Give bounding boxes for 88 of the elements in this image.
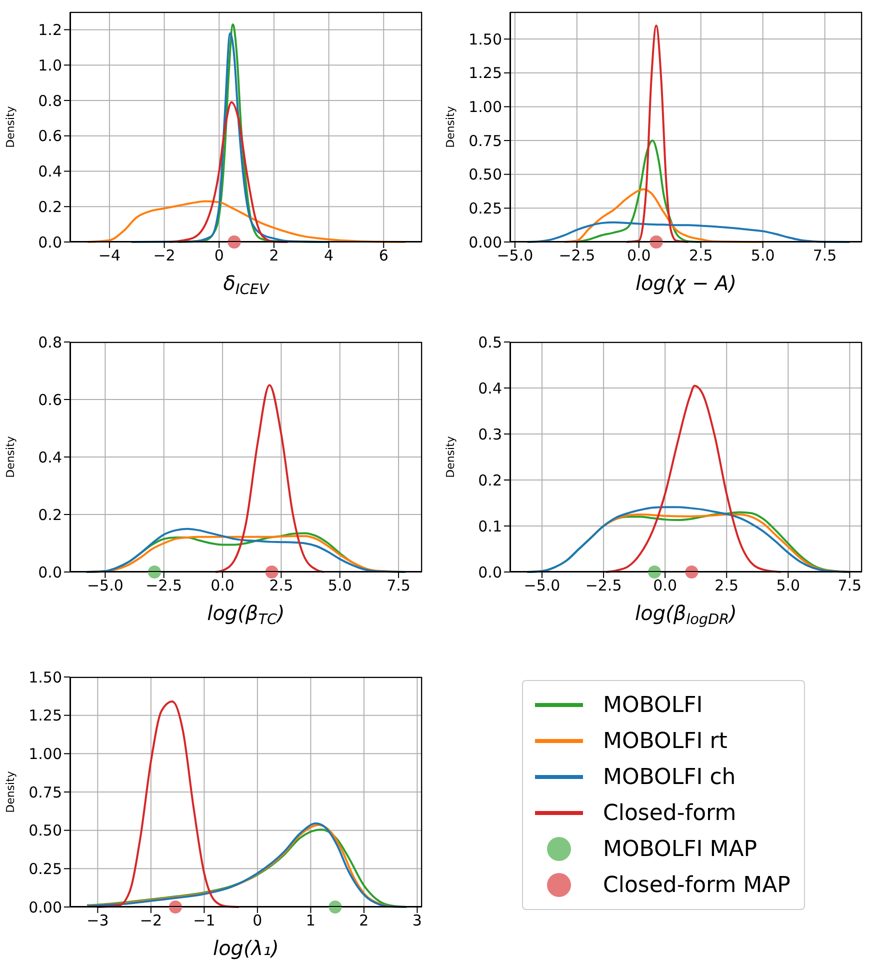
- x-tick-label: 2: [359, 912, 369, 930]
- x-tick-label: −5.0: [524, 576, 560, 595]
- line-series: [626, 24, 690, 243]
- line-series: [526, 221, 851, 243]
- y-tick-label: 1.50: [468, 30, 502, 48]
- y-tick-label: 1.00: [468, 98, 502, 116]
- y-tick-label: 1.25: [28, 706, 62, 725]
- y-axis-title: Density: [4, 770, 17, 813]
- line-series: [605, 384, 782, 573]
- line-series: [86, 200, 407, 243]
- y-tick-label: 0.25: [468, 200, 502, 218]
- y-tick-label: 0.4: [38, 448, 62, 466]
- line-series: [576, 140, 702, 243]
- y-tick-label: 0.50: [28, 822, 62, 840]
- y-tick-label: 0.3: [478, 425, 502, 444]
- legend-label: MOBOLFI rt: [603, 728, 728, 754]
- x-axis-title: log(β$_{TC}$): [207, 601, 285, 628]
- y-tick-label: 0.5: [478, 333, 502, 352]
- y-axis-title: Density: [4, 436, 17, 478]
- x-tick-label: 5.0: [328, 576, 352, 595]
- y-tick-label: 0.75: [468, 132, 502, 150]
- x-tick-label: 4: [324, 246, 334, 265]
- y-tick-label: 0.1: [478, 517, 502, 536]
- line-series: [130, 32, 330, 243]
- y-tick-label: 0.50: [468, 166, 502, 184]
- y-tick-label: 0.00: [28, 898, 62, 916]
- x-tick-label: −1: [193, 912, 216, 930]
- x-axis-title: log(χ − A): [635, 271, 737, 295]
- legend-label: MOBOLFI MAP: [603, 836, 758, 862]
- x-axis-title: log(λ₁): [213, 936, 279, 960]
- x-tick-label: 2.5: [269, 576, 294, 595]
- y-tick-label: 0.6: [38, 390, 62, 409]
- y-tick-label: 0.2: [38, 506, 62, 524]
- y-tick-label: 0.8: [38, 333, 62, 352]
- x-tick-label: 0.0: [626, 246, 651, 265]
- legend-label: MOBOLFI: [603, 692, 703, 718]
- x-tick-label: 2.5: [714, 576, 739, 595]
- y-tick-label: 0.2: [478, 471, 502, 490]
- y-tick-label: 1.50: [28, 668, 62, 686]
- y-tick-label: 0.0: [38, 233, 62, 252]
- x-tick-label: 7.5: [838, 576, 862, 595]
- y-tick-label: 0.75: [28, 783, 62, 802]
- x-tick-label: 0.0: [653, 576, 678, 595]
- x-tick-label: 7.5: [812, 246, 837, 265]
- legend-label: Closed-form: [603, 800, 736, 826]
- y-tick-label: 0.2: [38, 198, 62, 216]
- line-series: [96, 700, 240, 908]
- y-tick-label: 0.4: [38, 162, 62, 181]
- y-axis-title: Density: [444, 106, 457, 148]
- y-tick-label: 0.4: [478, 379, 502, 398]
- x-tick-label: 6: [378, 246, 388, 265]
- y-tick-label: 0.0: [478, 563, 502, 582]
- y-axis-title: Density: [444, 436, 457, 478]
- line-series: [214, 384, 324, 573]
- x-axis-title: log(β$_{logDR}$): [635, 601, 737, 628]
- y-tick-label: 1.25: [468, 64, 502, 82]
- x-tick-label: 5.0: [776, 576, 800, 595]
- x-tick-label: −4: [98, 246, 121, 265]
- x-tick-label: 5.0: [750, 246, 775, 265]
- y-tick-label: 1.2: [38, 21, 62, 40]
- legend-label: Closed-form MAP: [603, 872, 790, 898]
- x-axis-title: δ$_{ICEV}$: [223, 271, 270, 298]
- x-tick-label: 0.0: [210, 576, 234, 595]
- x-tick-label: 7.5: [386, 576, 410, 595]
- y-tick-label: 0.0: [38, 563, 62, 582]
- legend-label: MOBOLFI ch: [603, 764, 736, 790]
- x-tick-label: 0: [252, 912, 262, 930]
- x-tick-label: −2: [153, 246, 176, 265]
- x-tick-label: −3: [86, 912, 109, 930]
- line-series: [564, 188, 764, 243]
- y-tick-label: 0.6: [38, 127, 62, 146]
- x-tick-label: −2.5: [558, 246, 596, 265]
- x-tick-label: −2: [140, 912, 162, 930]
- line-series: [168, 101, 289, 243]
- x-tick-label: 0: [214, 246, 224, 265]
- line-series: [85, 528, 407, 573]
- y-tick-label: 0.8: [38, 92, 62, 110]
- y-tick-label: 1.00: [28, 744, 62, 763]
- x-tick-label: −2.5: [585, 576, 622, 595]
- x-tick-label: 3: [412, 912, 422, 930]
- x-tick-label: 2.5: [688, 246, 713, 265]
- x-tick-label: −5.0: [86, 576, 124, 595]
- y-tick-label: 1.0: [38, 56, 62, 74]
- x-tick-label: −2.5: [146, 576, 182, 595]
- x-tick-label: 1: [306, 912, 316, 930]
- y-axis-title: Density: [4, 106, 17, 148]
- x-tick-label: 2: [269, 246, 279, 265]
- y-tick-label: 0.25: [28, 860, 62, 878]
